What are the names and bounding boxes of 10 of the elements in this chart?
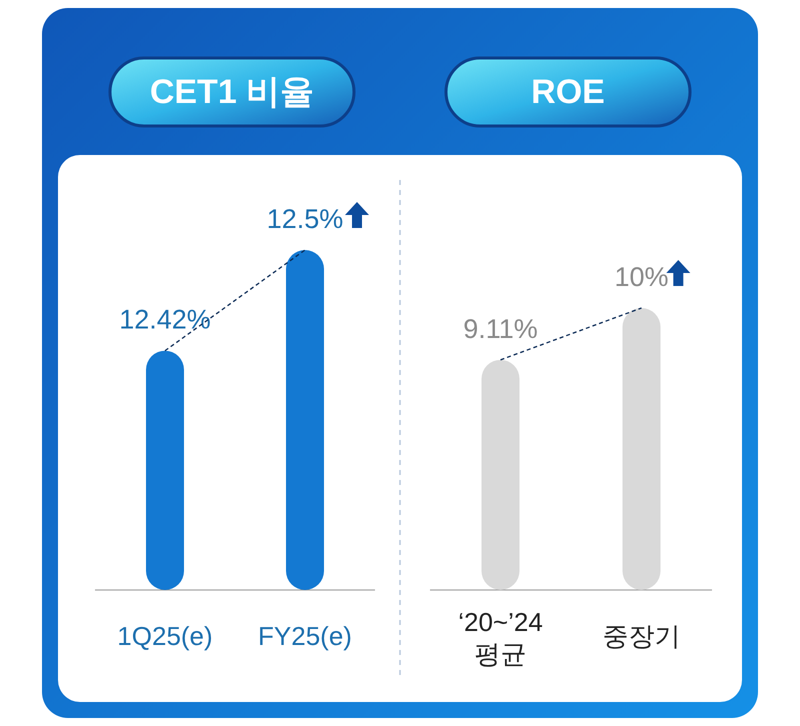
x-tick-label: 1Q25(e) — [117, 621, 213, 651]
chart-title: ROE — [531, 73, 605, 111]
x-tick-label: ‘20~’24 평균 — [458, 607, 543, 669]
data-label: 12.5% — [266, 204, 344, 234]
chart-title: CET1 비율 — [150, 73, 314, 111]
x-tick-label: FY25(e) — [258, 621, 352, 651]
x-tick-label: 중장기 — [602, 621, 680, 651]
data-label: 9.11% — [463, 314, 538, 344]
data-label: 12.42% — [119, 304, 211, 335]
data-label: 10% — [614, 262, 669, 292]
